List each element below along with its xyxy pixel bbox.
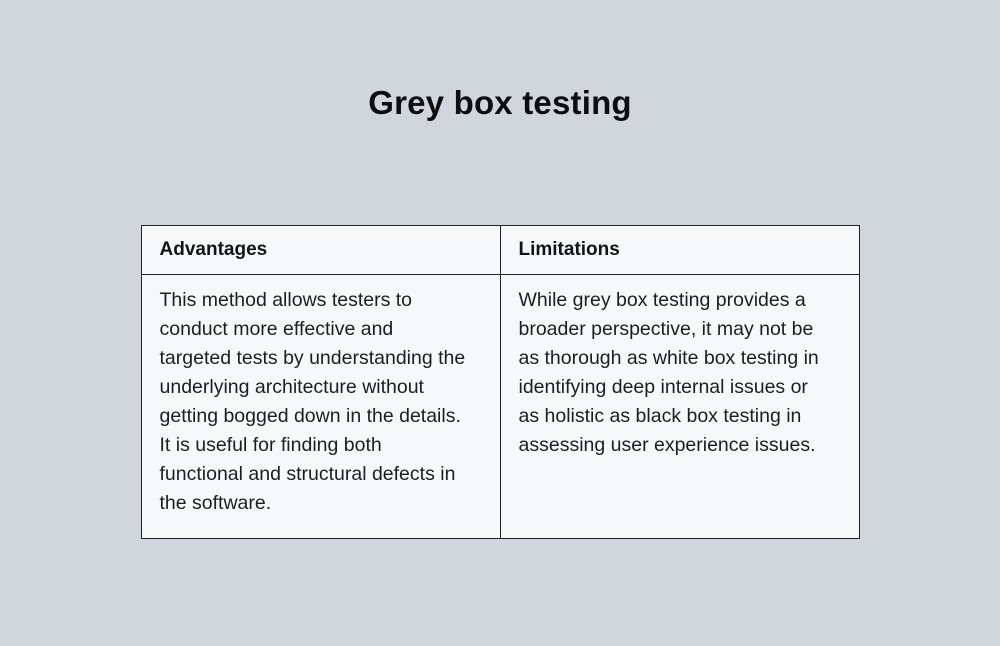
limitations-cell: While grey box testing provides a broade… bbox=[499, 274, 860, 539]
comparison-table: Advantages Limitations This method allow… bbox=[140, 225, 860, 539]
advantages-cell: This method allows testers to conduct mo… bbox=[140, 274, 501, 539]
advantages-header: Advantages bbox=[140, 225, 501, 275]
table-header-row: Advantages Limitations bbox=[140, 225, 860, 275]
limitations-header: Limitations bbox=[499, 225, 860, 275]
page-title: Grey box testing bbox=[368, 84, 632, 121]
table-body-row: This method allows testers to conduct mo… bbox=[140, 274, 860, 539]
